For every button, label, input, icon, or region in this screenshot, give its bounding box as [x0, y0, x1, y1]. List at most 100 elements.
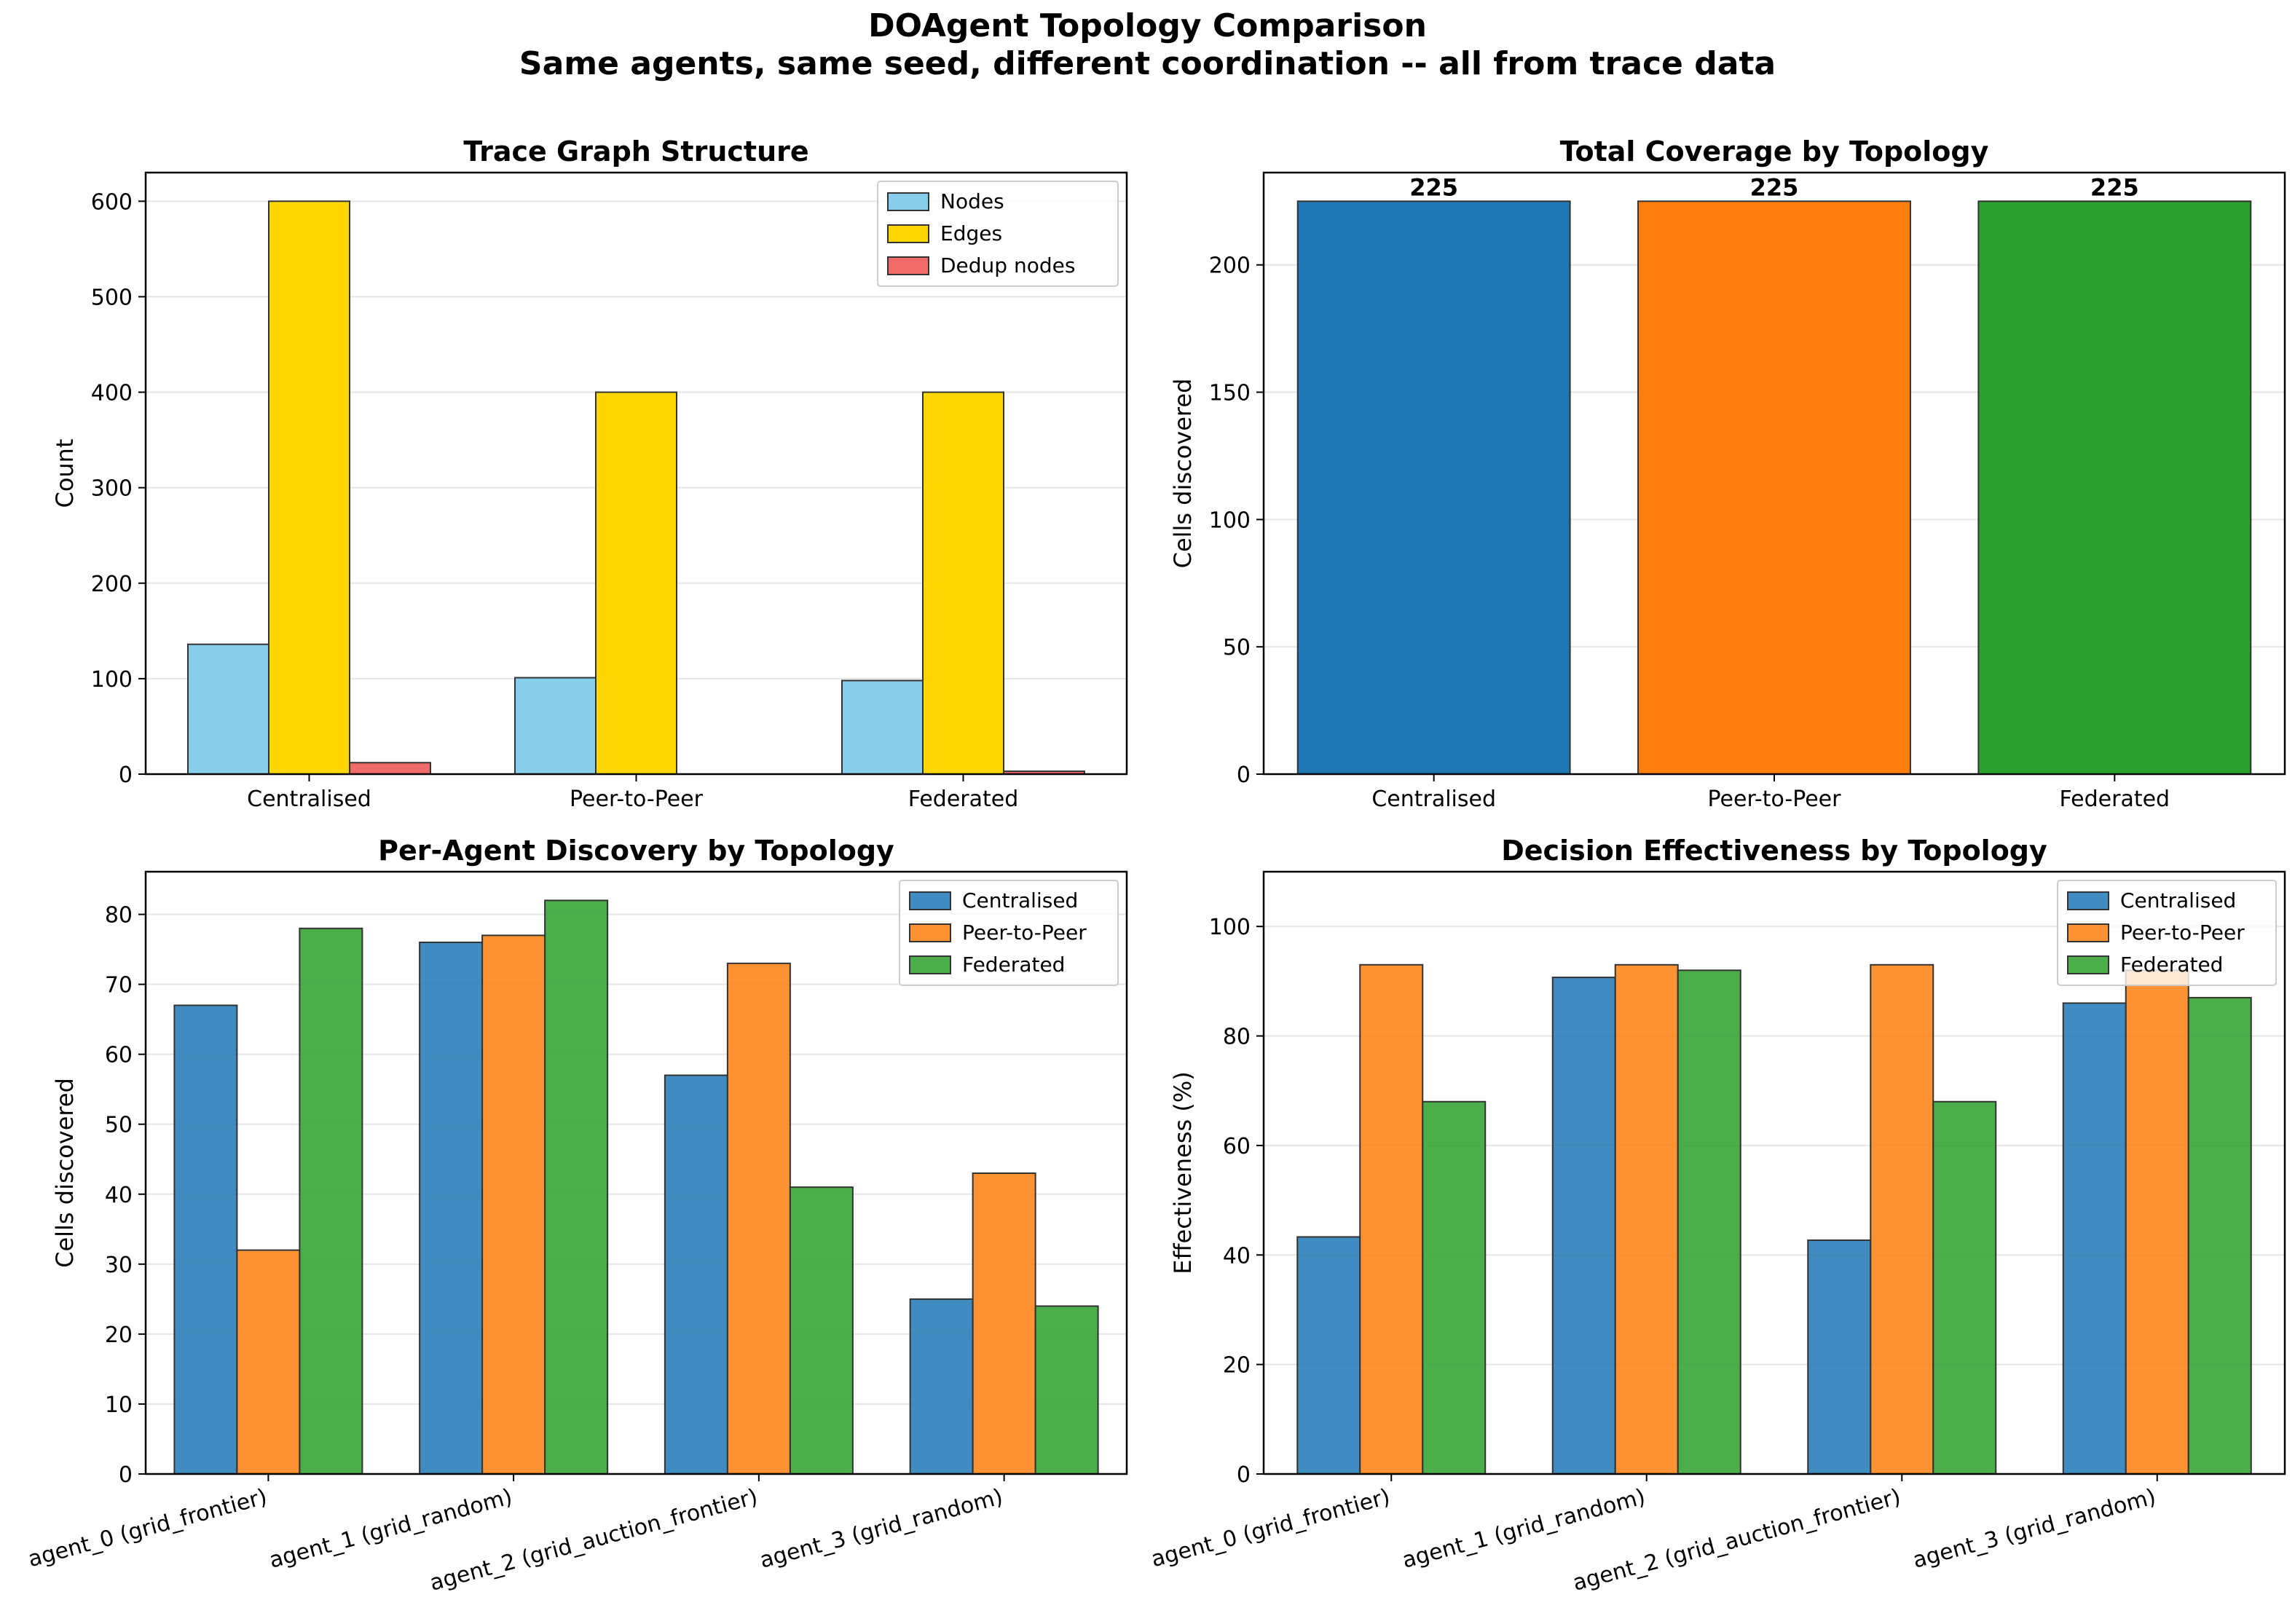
x-tick-label: Centralised [1371, 787, 1496, 812]
legend-label: Peer-to-Peer [962, 921, 1087, 945]
legend-swatch [887, 192, 929, 211]
bar [1422, 1100, 1487, 1475]
bar [2062, 1002, 2127, 1475]
bar [349, 762, 431, 776]
bar [173, 1004, 238, 1475]
y-tick-label: 80 [105, 903, 133, 929]
y-tick-label: 30 [105, 1253, 133, 1278]
x-tick-label: agent_0 (grid_frontier) [1149, 1484, 1393, 1572]
legend-label: Federated [962, 953, 1065, 977]
legend-label: Dedup nodes [940, 253, 1075, 277]
legend-box [899, 880, 1119, 986]
y-tick-label: 600 [91, 189, 133, 215]
bar [1870, 963, 1934, 1475]
legend-swatch [887, 224, 929, 243]
chart-per-agent-discovery: 0 10 20 30 40 50 60 70 80 Per-Agent Discovery by … [25, 835, 1128, 1596]
legend-label: Nodes [940, 189, 1004, 213]
bar [419, 942, 484, 1475]
legend-label: Peer-to-Peer [2120, 921, 2245, 945]
y-tick-label: 0 [1237, 762, 1251, 788]
legend-swatch [909, 923, 951, 942]
bar [2125, 969, 2189, 1475]
y-tick-label: 40 [1223, 1243, 1251, 1269]
axes-frame [144, 870, 1128, 1475]
x-tick-label: Federated [908, 787, 1019, 812]
y-tick-label: 50 [105, 1113, 133, 1138]
bar [909, 1298, 974, 1475]
legend-swatch [887, 256, 929, 275]
y-tick-label: 40 [105, 1183, 133, 1208]
y-tick-label: 0 [119, 762, 133, 788]
chart-total-coverage: 225 225 225 0 50 100 150 200 Total Coverage by T… [1169, 135, 2286, 812]
legend-swatch [2067, 923, 2109, 942]
legend-label: Centralised [2120, 888, 2236, 912]
chart-per-agent-discovery-ylabel: Cells discovered [51, 1078, 79, 1268]
figure-title: DOAgent Topology Comparison [868, 7, 1427, 44]
y-tick-label: 50 [1223, 635, 1251, 661]
chart-total-coverage-title: Total Coverage by Topology [1560, 135, 1989, 167]
y-tick-label: 0 [1237, 1462, 1251, 1488]
bar [1807, 1239, 1872, 1475]
bar [1977, 200, 2252, 776]
bar [1677, 969, 1741, 1475]
y-tick-label: 60 [105, 1043, 133, 1068]
bar [1551, 977, 1616, 1475]
bar [922, 391, 1004, 775]
chart-decision-effectiveness-ylabel: Effectiveness (%) [1169, 1071, 1197, 1274]
bar [664, 1074, 728, 1475]
x-tick-label: Federated [2060, 787, 2170, 812]
y-tick-label: 60 [1223, 1134, 1251, 1159]
bar [1296, 1236, 1361, 1475]
bar [1637, 200, 1911, 776]
figure-subtitle: Same agents, same seed, different coordi… [519, 45, 1776, 82]
legend-label: Edges [940, 221, 1002, 245]
bar [841, 679, 924, 775]
bar [1296, 200, 1571, 776]
bar [595, 391, 677, 775]
bar [1614, 963, 1679, 1475]
y-tick-label: 500 [91, 285, 133, 310]
chart-decision-effectiveness: 0 20 40 60 80 100 Decision Effectiveness by To… [1149, 835, 2286, 1596]
bar [1034, 1305, 1099, 1475]
data-label: 225 [1409, 173, 1458, 201]
bar [972, 1172, 1036, 1475]
x-tick-label: Peer-to-Peer [570, 787, 704, 812]
y-tick-label: 400 [91, 381, 133, 406]
bar [2187, 996, 2252, 1475]
chart-trace-graph-ylabel: Count [51, 438, 79, 508]
x-tick-label: agent_3 (grid_random) [757, 1484, 1006, 1574]
legend-box [877, 181, 1119, 287]
data-label: 225 [2090, 173, 2139, 201]
bar [789, 1186, 854, 1475]
chart-decision-effectiveness-title: Decision Effectiveness by Topology [1501, 835, 2047, 867]
legend-box [2057, 880, 2277, 986]
legend-label: Federated [2120, 953, 2223, 977]
legend-swatch [909, 955, 951, 974]
bar [299, 927, 363, 1475]
x-tick-label: agent_0 (grid_frontier) [25, 1484, 269, 1572]
bar [481, 934, 546, 1475]
y-tick-label: 100 [91, 667, 133, 693]
bar [236, 1249, 301, 1475]
data-label: 225 [1750, 173, 1799, 201]
y-tick-label: 100 [1209, 508, 1251, 533]
chart-total-coverage-ylabel: Cells discovered [1169, 379, 1197, 569]
legend-swatch [909, 891, 951, 910]
y-tick-label: 10 [105, 1392, 133, 1418]
x-tick-label: Peer-to-Peer [1708, 787, 1842, 812]
y-tick-label: 20 [1223, 1353, 1251, 1379]
y-tick-label: 70 [105, 973, 133, 998]
y-tick-label: 200 [91, 572, 133, 597]
y-tick-label: 80 [1223, 1025, 1251, 1050]
bar [268, 200, 350, 776]
legend-swatch [2067, 955, 2109, 974]
legend-swatch [2067, 891, 2109, 910]
bar [187, 643, 269, 776]
y-tick-label: 20 [105, 1323, 133, 1348]
bar [726, 962, 791, 1475]
bar [514, 677, 597, 775]
legend-label: Centralised [962, 888, 1078, 912]
x-tick-label: Centralised [247, 787, 371, 812]
bar [544, 899, 609, 1475]
